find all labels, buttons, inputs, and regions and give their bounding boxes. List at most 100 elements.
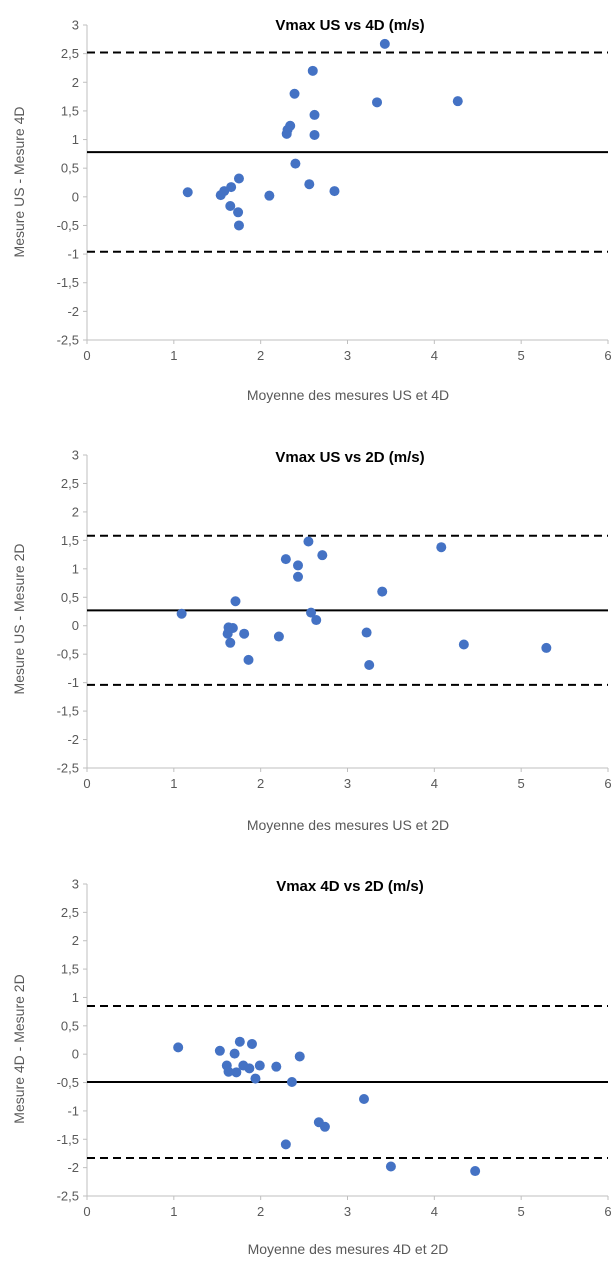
y-tick-label: 0 <box>72 618 79 633</box>
data-point <box>329 186 340 197</box>
x-tick-label: 5 <box>518 776 525 791</box>
x-tick-label: 1 <box>170 776 177 791</box>
x-tick-label: 2 <box>257 1204 264 1219</box>
data-point <box>458 639 469 650</box>
x-tick-label: 0 <box>83 348 90 363</box>
y-tick-label: -1 <box>67 1103 79 1118</box>
data-point <box>309 129 320 140</box>
data-point <box>231 1067 242 1078</box>
data-point <box>273 631 284 642</box>
data-point <box>379 38 390 49</box>
y-tick-label: 1 <box>72 132 79 147</box>
y-tick-label: -0,5 <box>57 647 79 662</box>
chart-us-vs-2d: Vmax US vs 2D (m/s) Mesure US - Mesure 2… <box>11 448 612 834</box>
data-point <box>225 200 236 211</box>
data-point <box>309 109 320 120</box>
y-tick-label: -2,5 <box>57 333 79 348</box>
y-tick-label: -0,5 <box>57 218 79 233</box>
data-point <box>239 628 250 639</box>
y-tick-label: 2 <box>72 75 79 90</box>
data-point <box>214 1045 225 1056</box>
data-point <box>358 1093 369 1104</box>
data-point <box>372 97 383 108</box>
x-tick-label: 6 <box>604 348 611 363</box>
data-point <box>227 623 238 634</box>
data-point <box>229 1048 240 1059</box>
chart-4d-vs-2d: Vmax 4D vs 2D (m/s) Mesure 4D - Mesure 2… <box>11 877 612 1258</box>
y-tick-label: -1 <box>67 247 79 262</box>
y-tick-label: 1 <box>72 561 79 576</box>
data-point <box>234 1036 245 1047</box>
data-point <box>233 220 244 231</box>
x-axis-label: Moyenne des mesures US et 2D <box>247 817 449 833</box>
y-tick-label: -2 <box>67 732 79 747</box>
y-tick-label: 3 <box>72 448 79 463</box>
data-point <box>293 560 304 571</box>
data-point <box>285 120 296 131</box>
y-axis-label: Mesure US - Mesure 2D <box>11 544 27 695</box>
data-point <box>452 96 463 107</box>
data-point <box>385 1161 396 1172</box>
y-tick-label: 2,5 <box>61 46 79 61</box>
data-point <box>233 173 244 184</box>
y-tick-label: 2 <box>72 933 79 948</box>
data-point <box>264 190 275 201</box>
data-point <box>182 187 193 198</box>
data-point <box>223 1066 234 1077</box>
y-tick-label: -1,5 <box>57 275 79 290</box>
data-point <box>280 1139 291 1150</box>
data-point <box>470 1166 481 1177</box>
y-tick-label: 0 <box>72 189 79 204</box>
data-point <box>436 542 447 553</box>
data-point <box>286 1076 297 1087</box>
data-point <box>294 1051 305 1062</box>
x-tick-label: 3 <box>344 348 351 363</box>
y-tick-label: 3 <box>72 877 79 892</box>
data-point <box>303 536 314 547</box>
y-tick-label: 1,5 <box>61 533 79 548</box>
x-tick-label: 3 <box>344 776 351 791</box>
data-point <box>377 586 388 597</box>
y-tick-label: -2,5 <box>57 1189 79 1204</box>
y-tick-label: 3 <box>72 18 79 33</box>
data-point <box>307 65 318 76</box>
data-point <box>244 1063 255 1074</box>
x-tick-label: 6 <box>604 1204 611 1219</box>
y-tick-label: 1,5 <box>61 962 79 977</box>
x-tick-label: 0 <box>83 776 90 791</box>
y-tick-label: -1,5 <box>57 1132 79 1147</box>
data-point <box>230 596 241 607</box>
data-point <box>293 571 304 582</box>
data-point <box>289 88 300 99</box>
x-tick-label: 6 <box>604 776 611 791</box>
chart-title: Vmax US vs 2D (m/s) <box>275 449 424 466</box>
y-tick-label: 1 <box>72 990 79 1005</box>
data-point <box>233 207 244 218</box>
x-tick-label: 1 <box>170 348 177 363</box>
y-tick-label: -2,5 <box>57 761 79 776</box>
data-point <box>225 637 236 648</box>
y-tick-label: 1,5 <box>61 103 79 118</box>
data-point <box>306 607 317 618</box>
y-tick-label: -2 <box>67 304 79 319</box>
x-tick-label: 5 <box>518 348 525 363</box>
chart-title: Vmax 4D vs 2D (m/s) <box>276 878 424 895</box>
x-tick-label: 3 <box>344 1204 351 1219</box>
y-tick-label: 2,5 <box>61 905 79 920</box>
data-point <box>361 627 372 638</box>
x-tick-label: 5 <box>518 1204 525 1219</box>
y-tick-label: -1,5 <box>57 704 79 719</box>
data-point <box>304 179 315 190</box>
x-tick-label: 1 <box>170 1204 177 1219</box>
y-tick-label: 0,5 <box>61 161 79 176</box>
y-tick-label: -1 <box>67 675 79 690</box>
y-tick-label: -0,5 <box>57 1075 79 1090</box>
chart-title: Vmax US vs 4D (m/s) <box>275 17 424 34</box>
y-axis-label: Mesure 4D - Mesure 2D <box>11 974 27 1123</box>
y-tick-label: 0,5 <box>61 1018 79 1033</box>
data-point <box>271 1061 282 1072</box>
data-point <box>254 1060 265 1071</box>
x-tick-label: 0 <box>83 1204 90 1219</box>
data-point <box>290 158 301 169</box>
